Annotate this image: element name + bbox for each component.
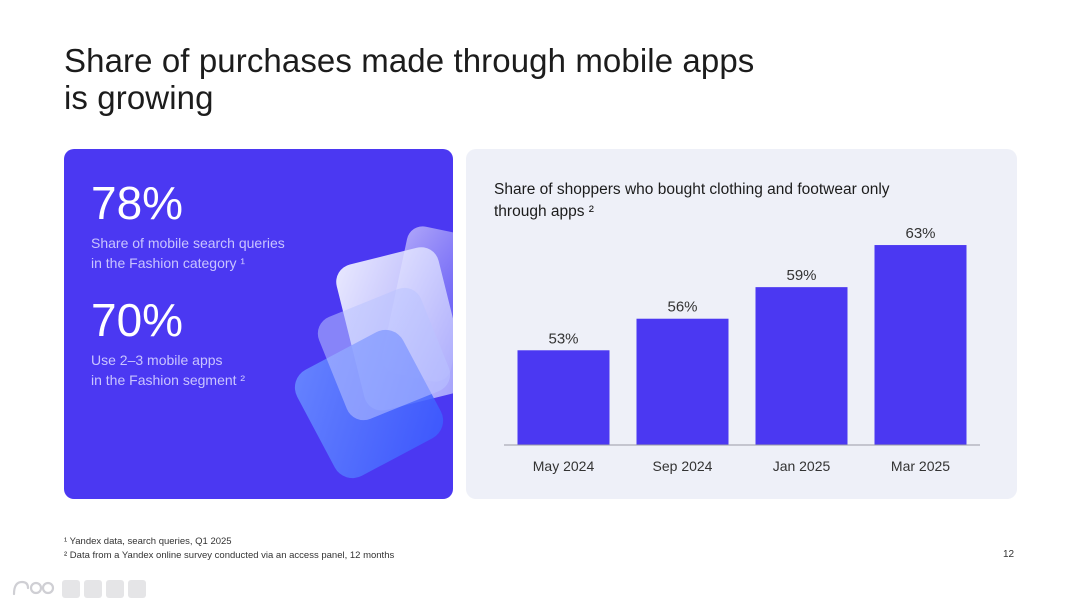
footnotes: ¹ Yandex data, search queries, Q1 2025 ²… — [64, 535, 394, 563]
stat-description-line-1: Use 2–3 mobile apps — [91, 352, 223, 368]
bar-chart: 53% May 2024 56% Sep 2024 59% Jan 2025 63% Mar … — [504, 225, 980, 474]
x-tick-label: May 2024 — [533, 458, 595, 474]
x-tick-label: Sep 2024 — [653, 458, 713, 474]
footnote-2: ² Data from a Yandex online survey condu… — [64, 550, 395, 561]
stat-block-search: 78% Share of mobile search queries in th… — [91, 175, 331, 273]
stat-description: Use 2–3 mobile apps in the Fashion segme… — [91, 350, 331, 390]
stat-value: 78% — [91, 177, 184, 229]
page-title-line-2: is growing — [64, 79, 214, 116]
phones-illustration — [294, 226, 453, 479]
bar-mar-2025 — [874, 245, 967, 445]
bar-value-label: 63% — [905, 225, 935, 242]
page-title: Share of purchases made through mobile a… — [64, 42, 864, 116]
bar-value-label: 59% — [786, 267, 816, 284]
stat-card: 78% Share of mobile search queries in th… — [64, 149, 453, 499]
stat-description: Share of mobile search queries in the Fa… — [91, 233, 331, 273]
stat-description-line-2: in the Fashion category ¹ — [91, 255, 246, 271]
stat-value: 70% — [91, 294, 184, 346]
stat-block-apps: 70% Use 2–3 mobile apps in the Fashion s… — [91, 292, 331, 390]
bar-value-label: 53% — [548, 330, 578, 347]
x-tick-label: Jan 2025 — [773, 458, 831, 474]
bar-sep-2024 — [636, 318, 729, 445]
bar-value-label: 56% — [667, 299, 697, 316]
stat-description-line-1: Share of mobile search queries — [91, 235, 285, 251]
bar-jan-2025 — [755, 287, 848, 445]
stat-description-line-2: in the Fashion segment ² — [91, 372, 246, 388]
footnote-1: ¹ Yandex data, search queries, Q1 2025 — [64, 536, 232, 547]
chart-card: Share of shoppers who bought clothing an… — [466, 149, 1017, 499]
chart-title: Share of shoppers who bought clothing an… — [494, 179, 974, 223]
phone-shape-low — [317, 287, 451, 421]
watermark-logo — [12, 580, 146, 598]
x-tick-label: Mar 2025 — [891, 458, 950, 474]
page-number: 12 — [1003, 549, 1015, 560]
bar-may-2024 — [517, 350, 610, 445]
page-title-line-1: Share of purchases made through mobile a… — [64, 42, 755, 79]
chart-title-line-2: through apps ² — [494, 203, 594, 220]
chart-title-line-1: Share of shoppers who bought clothing an… — [494, 181, 890, 198]
